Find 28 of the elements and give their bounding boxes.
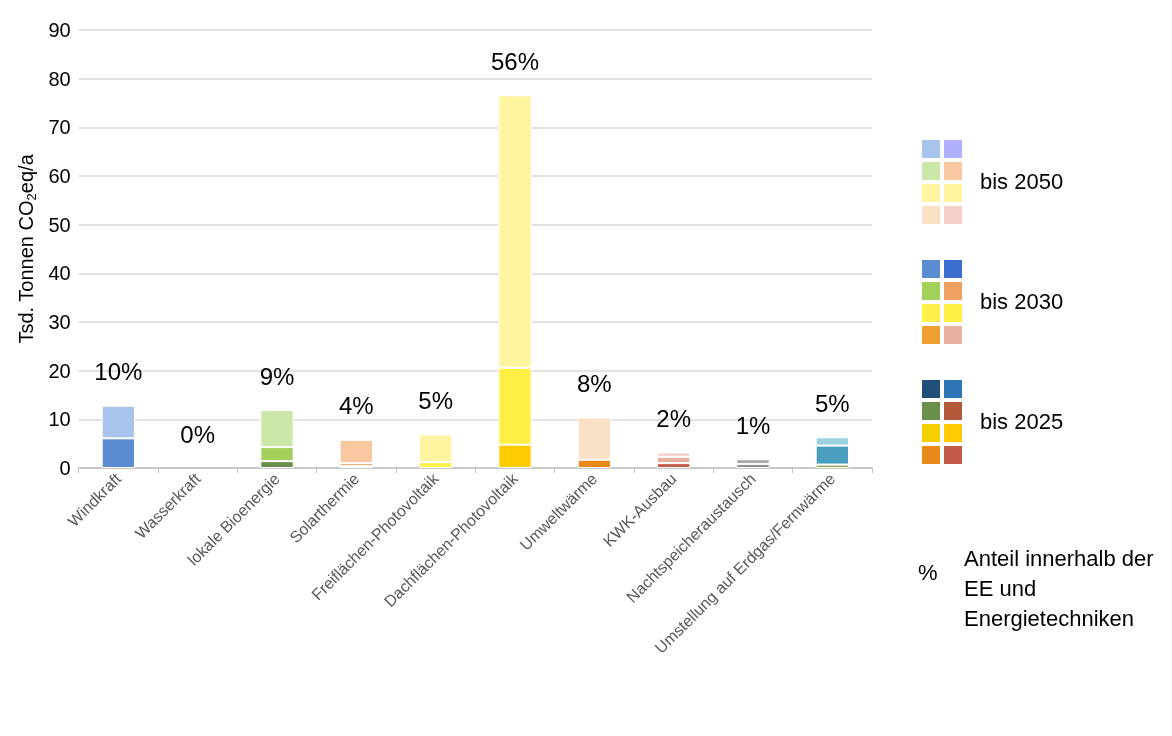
annotation: 4% <box>338 392 374 420</box>
y-axis-title: Tsd. Tonnen CO2eq/a <box>15 153 39 344</box>
y-tick-label: 80 <box>48 67 71 90</box>
annotation: 5% <box>418 386 453 414</box>
legend-label: bis 2025 <box>980 409 1064 435</box>
y-tick-label: 50 <box>48 213 71 236</box>
text: % Anteil innerhalb der EE und Energietechniken <box>918 546 1154 631</box>
annotation: 9% <box>259 362 295 390</box>
y-tick-label: 30 <box>48 311 71 333</box>
y-tick-label: 0 <box>59 457 71 479</box>
bar <box>736 459 770 465</box>
y-tick-label: 20 <box>48 359 71 382</box>
bar <box>657 456 691 464</box>
annotation: 1% <box>735 411 771 439</box>
y-tick-label: 10 <box>48 408 71 431</box>
y-tick-label: 40 <box>48 262 71 285</box>
annotation: 0% <box>180 420 215 448</box>
annotation: 2% <box>656 404 692 432</box>
y-tick-label: 60 <box>48 165 71 187</box>
y-tick-label: 90 <box>48 19 71 41</box>
annotation: 56% <box>490 47 540 75</box>
bar <box>339 439 373 464</box>
annotation: 8% <box>576 369 612 397</box>
annotation: 10% <box>94 358 143 386</box>
y-tick-label: 70 <box>48 116 71 139</box>
legend-label: bis 2050 <box>980 169 1064 195</box>
legend-label: bis 2030 <box>980 289 1064 315</box>
annotation: 5% <box>814 389 850 417</box>
